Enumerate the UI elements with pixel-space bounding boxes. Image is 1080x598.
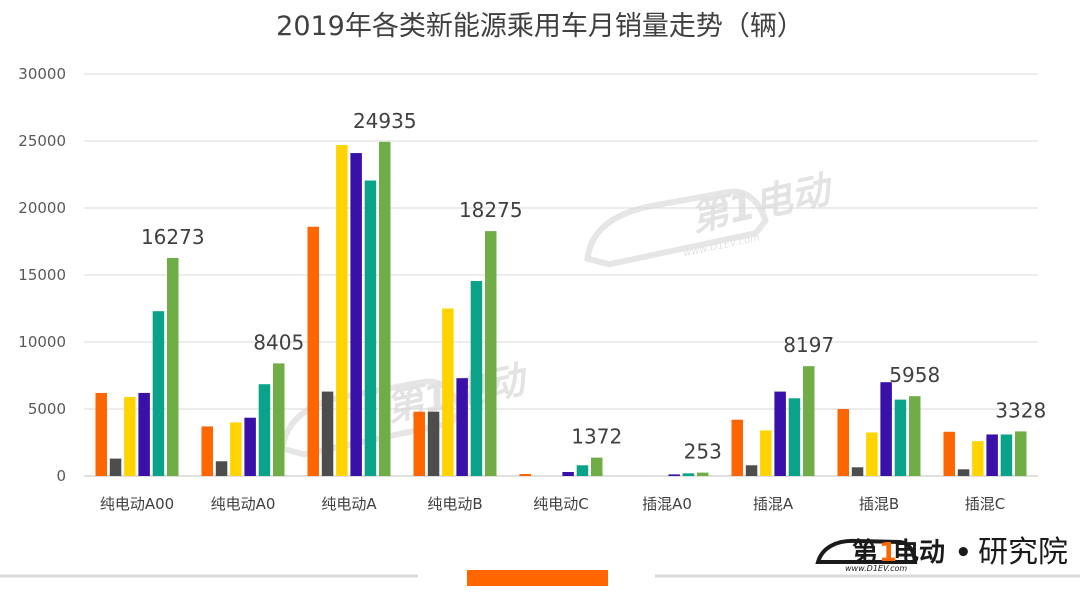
bar [1015, 431, 1027, 476]
bar [152, 311, 165, 476]
bar [321, 391, 334, 476]
bar [442, 308, 454, 476]
category-label: 插混A0 [642, 495, 692, 513]
logo-dot: • [955, 538, 972, 568]
bar [215, 461, 228, 476]
bar [95, 392, 107, 476]
category-label: 纯电动A0 [211, 495, 276, 513]
bar [273, 363, 285, 476]
bar [230, 422, 242, 476]
bar [470, 281, 483, 476]
y-tick-label: 15000 [18, 266, 66, 284]
category-label: 插混C [965, 495, 1005, 513]
y-tick-label: 30000 [18, 65, 66, 83]
data-label: 8405 [253, 330, 304, 354]
category-label: 纯电动C [533, 495, 588, 513]
category-label: 插混B [859, 495, 899, 513]
bar [957, 469, 970, 476]
data-label: 8197 [783, 333, 834, 357]
bar [244, 417, 256, 476]
bar [986, 434, 998, 476]
bar [201, 426, 213, 476]
chart-title: 2019年各类新能源乘用车月销量走势（辆） [276, 11, 804, 42]
bar [258, 384, 271, 476]
logo-first: 第 [852, 537, 878, 568]
logo-url: www.D1EV.com [845, 564, 907, 573]
bar [851, 467, 864, 476]
bar [576, 465, 589, 476]
data-labels: 16273 8405 24935 18275 1372 253 8197 5958 3328 [141, 109, 1046, 464]
data-label: 3328 [995, 398, 1046, 422]
brand-logo: 第 1 电动 www.D1EV.com • 研究院 [815, 535, 1068, 573]
x-axis-categories: 纯电动A00 纯电动A0 纯电动A 纯电动B 纯电动C 插混A0 插混A 插混B 插混C [100, 495, 1005, 513]
bar [336, 145, 348, 476]
bar [880, 382, 892, 476]
bar [456, 378, 468, 476]
y-tick-label: 10000 [18, 333, 66, 351]
bar [668, 474, 680, 476]
data-label: 5958 [889, 363, 940, 387]
bar [562, 471, 574, 476]
bar [364, 180, 377, 476]
bar [413, 411, 425, 476]
bar [909, 396, 921, 476]
bar [788, 398, 801, 476]
bar [774, 391, 786, 476]
bar [760, 430, 772, 476]
bar [485, 231, 497, 476]
category-label: 纯电动B [427, 495, 482, 513]
category-label: 纯电动A00 [100, 495, 174, 513]
bar [427, 411, 440, 476]
bar [866, 432, 878, 476]
bar [124, 396, 136, 476]
bar [591, 457, 603, 476]
bar [697, 472, 709, 476]
y-tick-label: 0 [56, 467, 66, 485]
data-label: 1372 [571, 425, 622, 449]
bar [1000, 434, 1013, 476]
bar [379, 141, 391, 476]
bar [803, 366, 815, 476]
data-label: 24935 [353, 109, 417, 133]
bar [837, 409, 849, 476]
y-tick-label: 5000 [28, 400, 66, 418]
watermark-logo: 第1电动 www.D1EV.com [584, 166, 838, 268]
bar [972, 441, 984, 476]
bar [167, 257, 179, 476]
data-label: 253 [684, 440, 722, 464]
car-icon [815, 538, 918, 564]
y-axis-ticks: 0 5000 10000 15000 20000 25000 30000 [18, 65, 66, 485]
bar [682, 473, 695, 476]
bar [943, 431, 955, 476]
y-tick-label: 20000 [18, 199, 66, 217]
bars [95, 141, 1027, 476]
logo-one: 1 [879, 538, 897, 568]
bar [138, 392, 150, 476]
bar [350, 153, 362, 476]
logo-rest: 电动 [893, 538, 945, 568]
gridlines [84, 73, 1038, 477]
category-label: 纯电动A [321, 495, 377, 513]
bar [519, 473, 531, 476]
data-label: 16273 [141, 225, 205, 249]
category-label: 插混A [753, 495, 794, 513]
bar [894, 399, 907, 476]
bar [307, 226, 319, 476]
logo-suffix: 研究院 [978, 535, 1068, 570]
bar [109, 458, 122, 476]
bar [745, 465, 758, 476]
data-label: 18275 [459, 198, 523, 222]
footer-accent-bar [467, 570, 608, 586]
bar [731, 419, 743, 476]
y-tick-label: 25000 [18, 132, 66, 150]
